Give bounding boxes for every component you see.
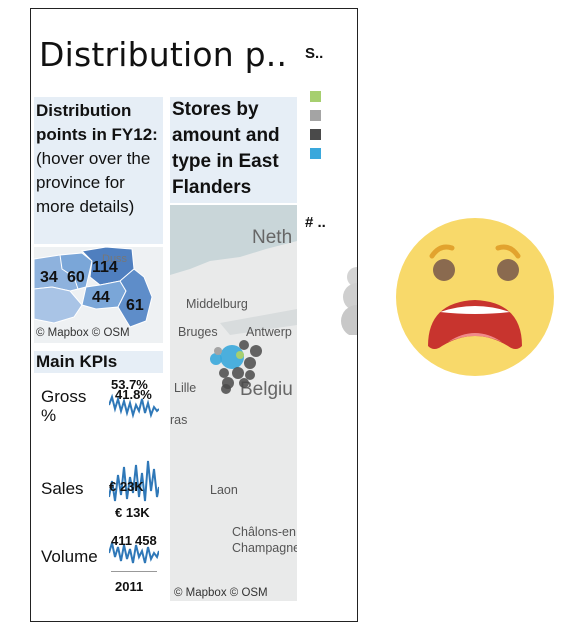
size-legend-title: # .. xyxy=(305,214,326,231)
gross-value-top: 53.7% xyxy=(111,377,148,392)
place-label: Champagne xyxy=(232,541,297,555)
store-marker[interactable] xyxy=(239,340,249,350)
store-markers xyxy=(210,340,262,394)
province-label: 61 xyxy=(126,297,144,314)
sales-value-low: € 13K xyxy=(115,505,150,520)
stores-map[interactable]: Neth Middelburg Bruges Antwerp Lille Bel… xyxy=(170,205,297,601)
legend-swatch-gray[interactable] xyxy=(310,110,321,121)
distribution-header: Distribution points in FY12: (hover over… xyxy=(34,97,163,244)
gross-value-low: 41.8% xyxy=(115,387,152,402)
place-label: Châlons-en xyxy=(232,525,296,539)
place-label: Lille xyxy=(174,381,197,395)
size-legend-circles xyxy=(341,267,357,335)
place-label: Neth xyxy=(252,227,293,248)
estuary xyxy=(220,309,297,335)
distribution-header-hint: (hover over the province for more detail… xyxy=(36,149,151,216)
sales-value-high: € 23K xyxy=(109,479,144,494)
gross-sparkline[interactable] xyxy=(109,385,159,421)
store-marker[interactable] xyxy=(236,351,244,359)
place-label: Middelburg xyxy=(186,297,248,311)
volume-value-a: 411 xyxy=(111,533,132,548)
store-marker[interactable] xyxy=(219,368,229,378)
place-label: Bruges xyxy=(178,325,218,339)
sales-sparkline[interactable] xyxy=(109,457,159,509)
kpi-label-volume: Volume xyxy=(41,547,98,566)
kpi-label-gross: Gross % xyxy=(41,387,87,425)
store-marker[interactable] xyxy=(221,384,231,394)
province-label: 44 xyxy=(92,289,110,306)
province-limburg[interactable] xyxy=(117,268,153,328)
distribution-header-bold: Distribution points in FY12: xyxy=(36,101,158,144)
dashboard-title: Distribution p.. xyxy=(39,35,288,74)
place-label: ras xyxy=(170,413,188,427)
stores-map-terrain xyxy=(170,205,297,601)
province-label: 114 xyxy=(92,259,118,276)
place-label: Belgiu xyxy=(240,379,293,400)
province-map-shapes xyxy=(34,247,163,343)
anxious-face-emoji-icon xyxy=(396,218,554,376)
kpi-header: Main KPIs xyxy=(34,351,163,373)
store-marker[interactable] xyxy=(210,353,222,365)
legend-swatch-green[interactable] xyxy=(310,91,321,102)
map-place-label: Duss xyxy=(102,253,128,265)
store-marker[interactable] xyxy=(232,367,244,379)
map-credit: © Mapbox © OSM xyxy=(174,587,268,599)
size-legend-circle xyxy=(341,305,357,335)
stores-header: Stores by amount and type in East Flande… xyxy=(170,97,297,203)
province-hainaut[interactable] xyxy=(34,286,83,324)
right-panel-title: S.. xyxy=(305,45,324,62)
province-label: 34 xyxy=(40,269,58,286)
size-legend-circle xyxy=(343,283,357,311)
province-label: 60 xyxy=(67,269,85,286)
store-marker[interactable] xyxy=(244,357,256,369)
place-label: Laon xyxy=(210,483,238,497)
province-map[interactable]: Duss 34 60 114 44 61 © Mapbox © OSM xyxy=(34,247,163,343)
store-marker[interactable] xyxy=(239,378,249,388)
store-marker[interactable] xyxy=(245,370,255,380)
time-axis-label: 2011 xyxy=(115,579,144,594)
place-label: Antwerp xyxy=(246,325,292,339)
time-axis-line xyxy=(111,571,157,572)
volume-value-b: 458 xyxy=(135,533,157,548)
legend-swatch-blue[interactable] xyxy=(310,148,321,159)
sea-area xyxy=(170,205,297,275)
dashboard-frame: Distribution p.. S.. Distribution points… xyxy=(30,8,358,622)
volume-sparkline[interactable] xyxy=(109,533,159,567)
map-credit: © Mapbox © OSM xyxy=(36,327,130,339)
kpi-label-sales: Sales xyxy=(41,479,84,498)
store-marker[interactable] xyxy=(220,345,244,369)
store-marker[interactable] xyxy=(214,347,222,355)
store-marker[interactable] xyxy=(250,345,262,357)
legend-swatch-dark[interactable] xyxy=(310,129,321,140)
size-legend-circle xyxy=(347,267,357,287)
province-east[interactable] xyxy=(59,252,93,290)
